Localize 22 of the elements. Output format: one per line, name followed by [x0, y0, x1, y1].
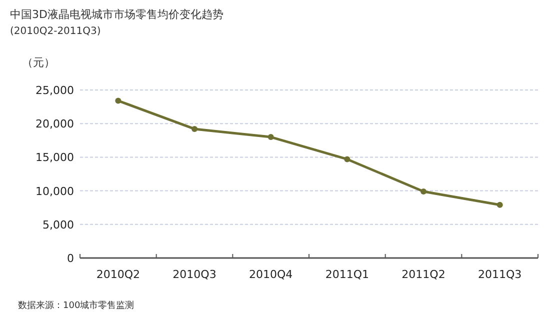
- x-tick-label: 2010Q2: [96, 268, 140, 281]
- x-tick-label: 2011Q2: [402, 268, 446, 281]
- y-tick-label: 25,000: [36, 84, 74, 97]
- point: [268, 134, 274, 140]
- y-tick-label: 10,000: [36, 184, 74, 198]
- y-tick-label: 15,000: [36, 151, 74, 164]
- y-tick-label: 5,000: [42, 218, 74, 232]
- point: [115, 98, 122, 104]
- chart-subtitle: (2010Q2-2011Q3): [10, 26, 101, 37]
- y-axis-title: （元）: [22, 56, 55, 69]
- point: [192, 126, 198, 132]
- x-tick-label: 2011Q1: [325, 268, 369, 281]
- y-tick-label: 0: [67, 252, 74, 265]
- point: [344, 156, 350, 162]
- y-tick-label: 20,000: [36, 118, 74, 131]
- x-tick-label: 2010Q4: [249, 268, 293, 281]
- x-tick-label: 2011Q3: [478, 268, 522, 281]
- point: [420, 188, 426, 194]
- source-note: 数据来源：100城市零售监测: [18, 300, 134, 311]
- point: [496, 202, 503, 208]
- x-tick-label: 2010Q3: [172, 268, 216, 281]
- chart-title: 中国3D液晶电视城市市场零售均价变化趋势: [10, 8, 224, 21]
